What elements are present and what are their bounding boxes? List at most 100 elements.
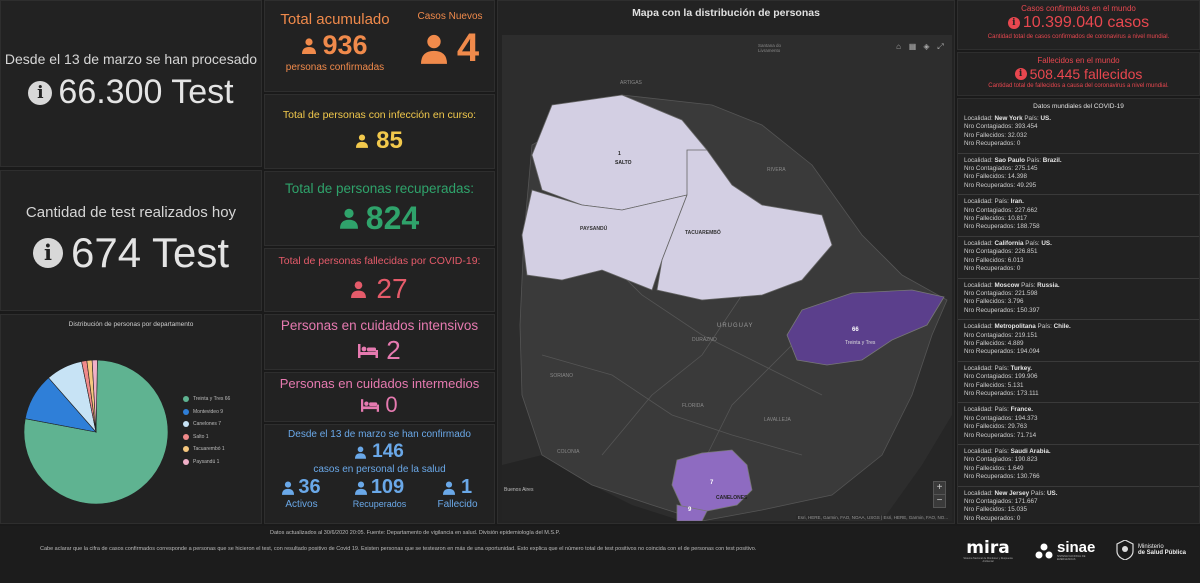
acumulado-label: Total acumulado xyxy=(280,11,390,28)
loc-prefix: Localidad: xyxy=(964,239,993,247)
layers-icon[interactable]: ◈ xyxy=(923,42,930,51)
pais-value: Iran. xyxy=(1010,198,1024,206)
map-label-soriano: SORIANO xyxy=(550,373,574,379)
footer-note: Cabe aclarar que la cifra de casos confi… xyxy=(40,546,757,552)
legend-item[interactable]: Canelones 7 xyxy=(183,418,230,431)
salud-recuperados-label: Recuperados xyxy=(352,499,407,509)
basemap-icon[interactable]: ▦ xyxy=(908,42,917,51)
legend-swatch xyxy=(183,408,189,415)
cont-prefix: Nro Contagiados: xyxy=(964,206,1014,214)
cont-value: 226.851 xyxy=(1014,248,1038,256)
rec-prefix: Nro Recuperados: xyxy=(964,431,1016,439)
logo-msp-line2: de Salud Pública xyxy=(1138,550,1187,556)
logo-mira: mira Sistema Nacional de Monitoreo y Res… xyxy=(960,540,1016,564)
world-list-item: Localidad: New Jersey País: US. Nro Conta… xyxy=(958,487,1199,523)
intensivos-panel: Personas en cuidados intensivos 2 xyxy=(264,314,495,370)
person-icon xyxy=(355,446,367,459)
info-icon: i xyxy=(1007,17,1020,29)
world-list-title: Datos mundiales del COVID-19 xyxy=(1033,103,1124,110)
legend-label: Tacuarembó 1 xyxy=(193,446,225,453)
pie-slice-paysandú[interactable] xyxy=(91,359,98,433)
legend-swatch xyxy=(183,446,189,453)
person-icon xyxy=(302,37,317,54)
world-deaths-value: 508.445 fallecidos xyxy=(1029,66,1143,82)
cont-prefix: Nro Contagiados: xyxy=(964,498,1014,506)
info-icon: i xyxy=(1014,68,1027,80)
world-cases-panel: Casos confirmados en el mundo i 10.399.0… xyxy=(957,0,1200,50)
zoom-in-button[interactable]: + xyxy=(936,482,943,493)
rec-prefix: Nro Recuperados: xyxy=(964,389,1016,397)
en-curso-value: 85 xyxy=(376,126,403,154)
cont-prefix: Nro Contagiados: xyxy=(964,373,1014,381)
legend-item[interactable]: Montevideo 9 xyxy=(183,406,230,419)
acumulado-panel: Total acumulado 936 personas confirmadas… xyxy=(264,0,495,92)
tests-total-label: Desde el 13 de marzo se han procesado xyxy=(4,51,258,67)
loc-value: Sao Paulo xyxy=(994,156,1025,164)
logo-sinae-text: sinae xyxy=(1057,539,1096,556)
map-count-treinta-y-tres: 66 xyxy=(852,327,859,333)
cont-value: 227.662 xyxy=(1014,206,1038,214)
tests-total-value: 66.300 Test xyxy=(58,73,234,111)
rec-value: 194.094 xyxy=(1016,348,1040,356)
sinae-icon xyxy=(1035,543,1053,558)
pais-value: France. xyxy=(1010,406,1033,414)
footer-updated: Datos actualizados al 30/6/2020 20:05. F… xyxy=(270,530,561,536)
world-list-item: Localidad: California País: US. Nro Conta… xyxy=(958,237,1199,279)
loc-prefix: Localidad: xyxy=(964,364,993,372)
fallecidas-label: Total de personas fallecidas por COVID-1… xyxy=(278,255,481,267)
fall-value: 6.013 xyxy=(1007,256,1024,264)
rec-prefix: Nro Recuperados: xyxy=(964,514,1016,522)
legend-label: Montevideo 9 xyxy=(193,408,224,415)
legend-label: Canelones 7 xyxy=(193,421,222,428)
pais-prefix: País: xyxy=(994,364,1009,372)
legend-item[interactable]: Tacuarembó 1 xyxy=(183,443,230,456)
map-label-livramento: Santana do Livramento xyxy=(758,43,782,53)
cont-value: 190.823 xyxy=(1014,456,1038,464)
pais-prefix: País: xyxy=(994,406,1009,414)
world-data-list[interactable]: Localidad: New York País: US. Nro Contagi… xyxy=(958,112,1199,523)
rec-prefix: Nro Recuperados: xyxy=(964,181,1016,189)
intermedios-label: Personas en cuidados intermedios xyxy=(279,376,480,391)
loc-prefix: Localidad: xyxy=(964,198,993,206)
cont-value: 194.373 xyxy=(1014,414,1038,422)
map-view[interactable]: SALTO 1 PAYSANDÚ TACUAREMBÓ Treinta y Tr… xyxy=(502,35,952,521)
info-icon: i xyxy=(28,80,53,105)
rec-prefix: Nro Recuperados: xyxy=(964,265,1016,273)
pais-value: US. xyxy=(1041,239,1052,247)
rec-value: 71.714 xyxy=(1016,431,1037,439)
legend-label: Salto 1 xyxy=(193,433,209,440)
pie-chart xyxy=(23,359,169,505)
bed-icon xyxy=(358,343,379,358)
loc-prefix: Localidad: xyxy=(964,406,993,414)
expand-icon[interactable]: ⤢ xyxy=(937,42,944,51)
fall-value: 29.763 xyxy=(1007,423,1028,431)
cont-value: 171.667 xyxy=(1014,498,1038,506)
fall-value: 1.649 xyxy=(1007,464,1024,472)
loc-value: New York xyxy=(994,115,1023,122)
loc-value: New Jersey xyxy=(994,489,1030,497)
map-label-canelones: CANELONES xyxy=(716,495,748,501)
info-icon: i xyxy=(32,238,63,268)
zoom-out-button[interactable]: − xyxy=(934,494,945,507)
legend-item[interactable]: Salto 1 xyxy=(183,431,230,444)
world-list-item: Localidad: País: France. Nro Contagiados:… xyxy=(958,403,1199,445)
cont-prefix: Nro Contagiados: xyxy=(964,165,1014,173)
person-icon xyxy=(351,280,367,298)
legend-item[interactable]: Paysandú 1 xyxy=(183,456,230,469)
rec-value: 150.397 xyxy=(1016,306,1040,314)
fallecidas-panel: Total de personas fallecidas por COVID-1… xyxy=(264,248,495,312)
pais-value: Saudi Arabia. xyxy=(1010,448,1051,455)
tests-today-panel: Cantidad de test realizados hoy i 674 Te… xyxy=(0,170,262,311)
fall-value: 14.398 xyxy=(1007,173,1028,181)
logo-msp-line1: Ministerio xyxy=(1138,544,1164,550)
fall-prefix: Nro Fallecidos: xyxy=(964,339,1006,347)
world-list-item: Localidad: País: Saudi Arabia. Nro Contag… xyxy=(958,445,1199,487)
legend-item[interactable]: Treinta y Tres 66 xyxy=(183,393,230,406)
home-icon[interactable]: ⌂ xyxy=(896,42,901,51)
tests-today-value: 674 Test xyxy=(70,229,229,276)
world-list-item: Localidad: Sao Paulo País: Brazil. Nro Co… xyxy=(958,154,1199,196)
cont-prefix: Nro Contagiados: xyxy=(964,289,1014,297)
pie-legend: Treinta y Tres 66 Montevideo 9 Canelones 7… xyxy=(183,393,230,468)
map-label-salto: SALTO xyxy=(615,160,632,166)
legend-label: Treinta y Tres 66 xyxy=(193,396,231,403)
